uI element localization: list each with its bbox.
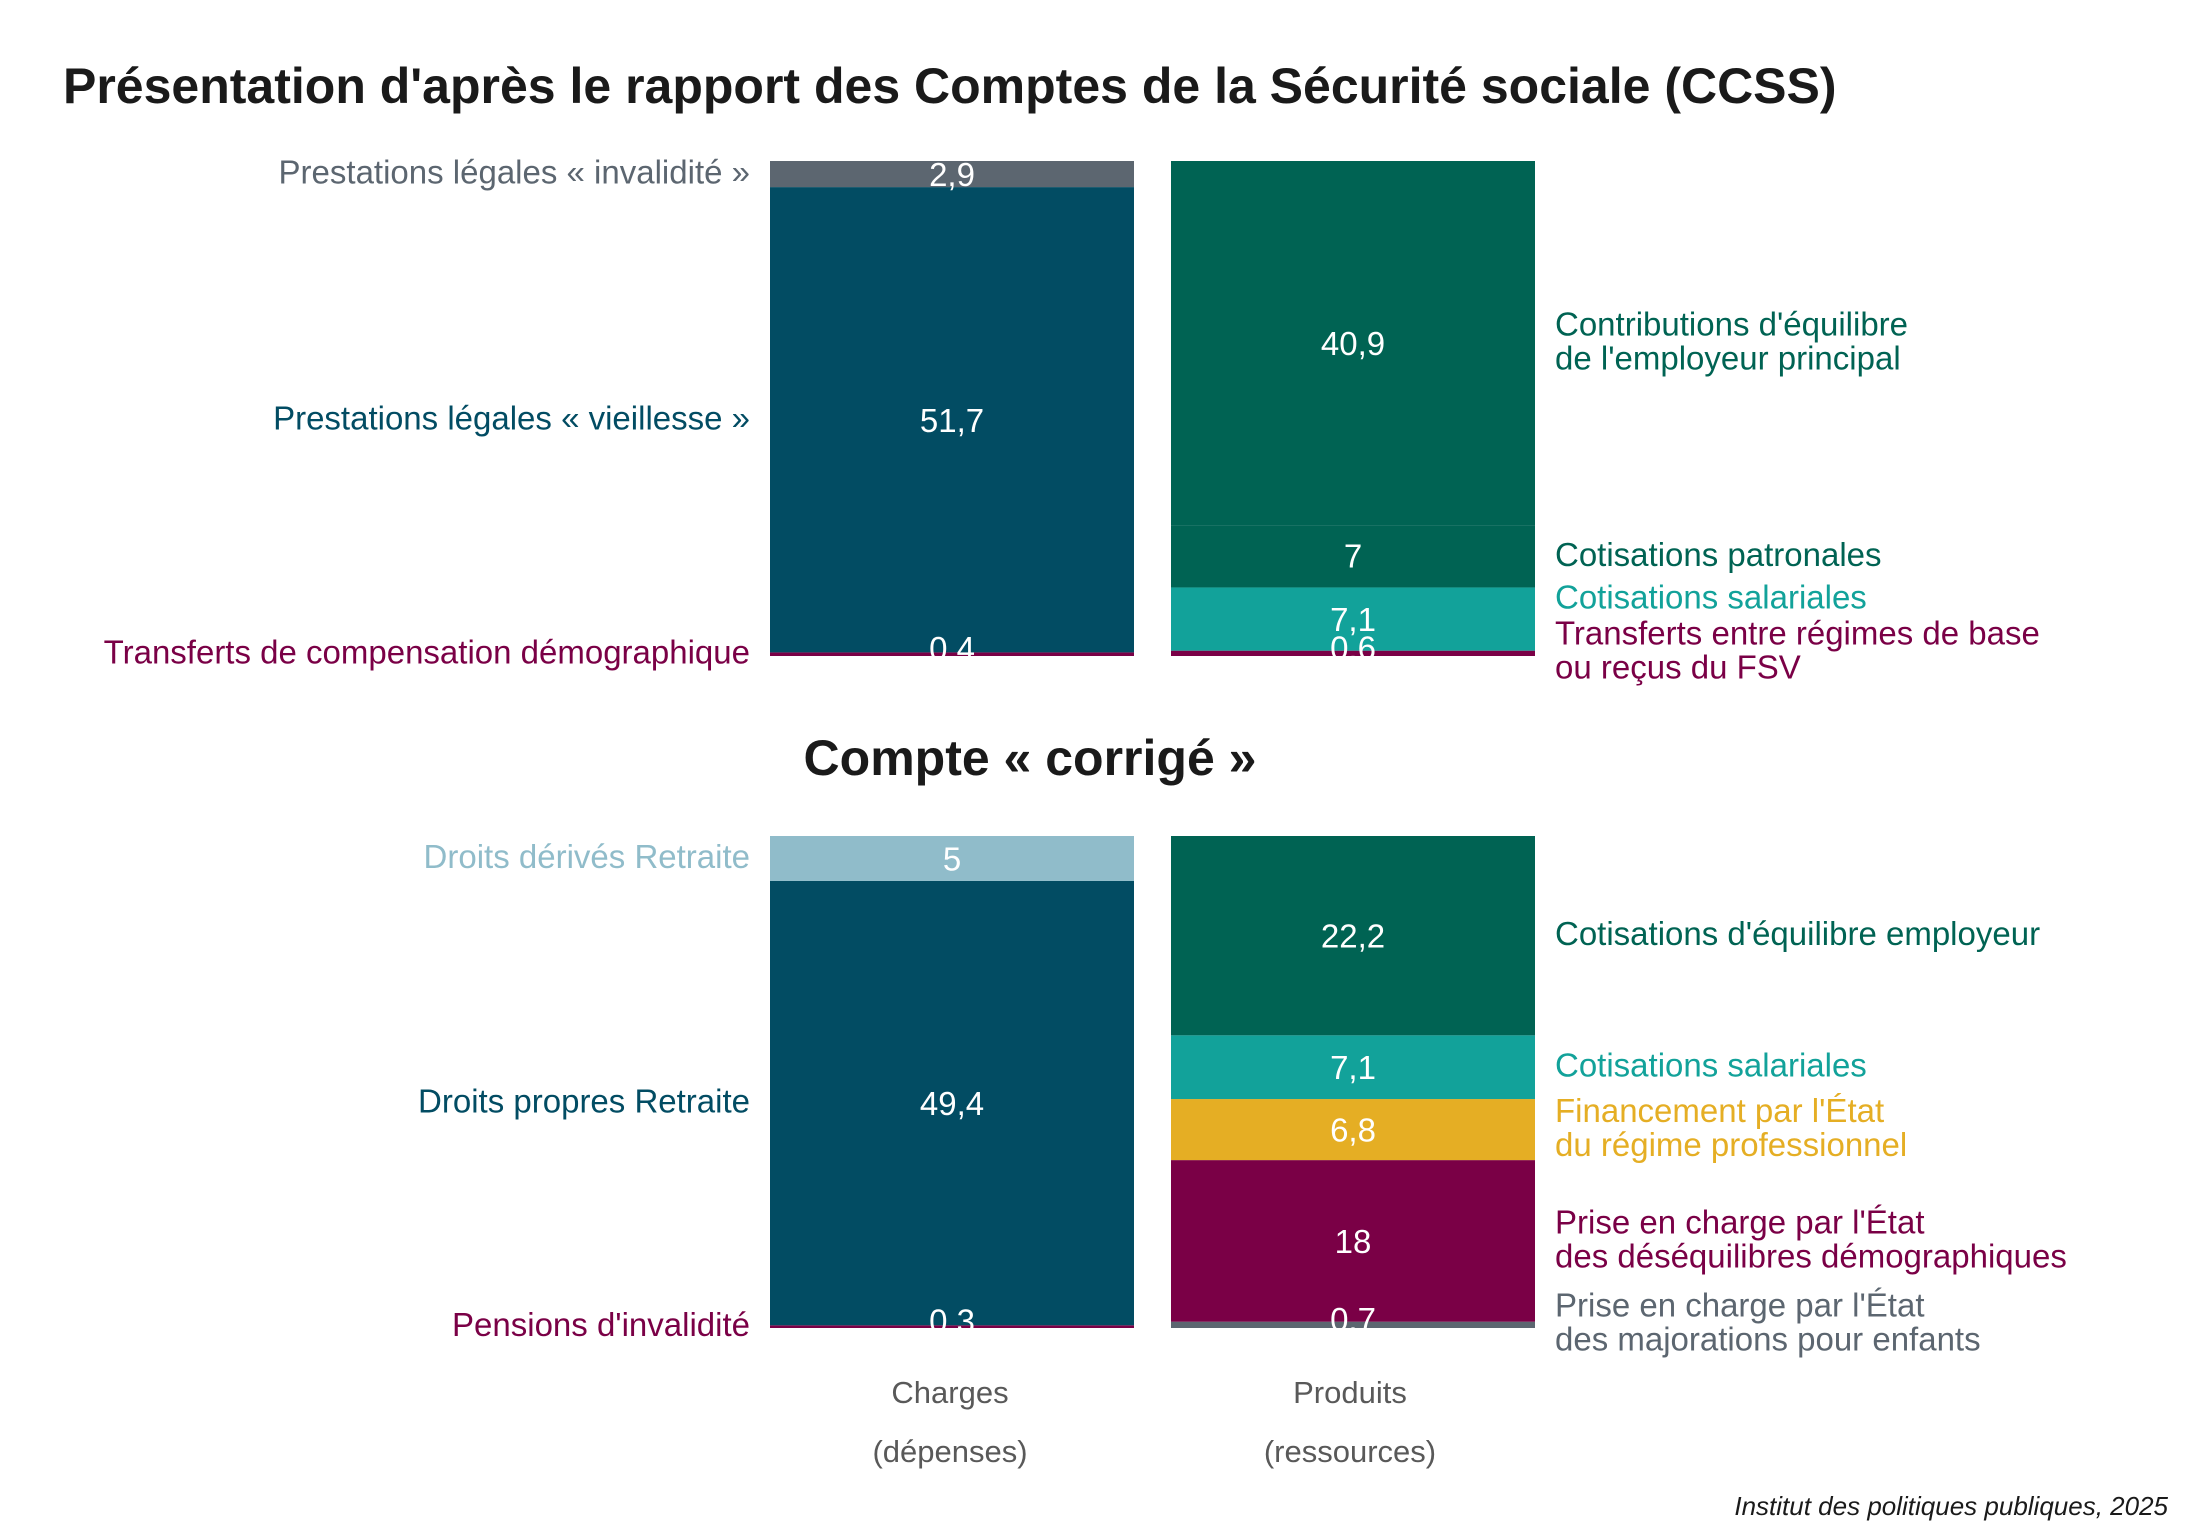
bar-segment-produits-2 [1171, 1099, 1535, 1161]
segment-name-produits-0-line0: Transferts entre régimes de base [1555, 615, 2040, 652]
bar-segment-charges-1 [770, 187, 1134, 653]
axis-label-charges-sub: (dépenses) [872, 1434, 1027, 1469]
value-label-charges-1: 51,7 [920, 402, 984, 439]
bar-segment-produits-3 [1171, 1035, 1535, 1100]
segment-name-produits-3-line0: Contributions d'équilibre [1555, 306, 1908, 343]
segment-name-produits-1-line0: Prise en charge par l'État [1555, 1203, 1925, 1240]
bar-segment-charges-0 [770, 652, 1134, 656]
segment-name-produits-1-line1: des déséquilibres démographiques [1555, 1237, 2067, 1274]
value-label-produits-1: 7,1 [1330, 601, 1376, 638]
bar-segment-produits-0 [1171, 1321, 1535, 1328]
segment-name-produits-3-line0: Cotisations salariales [1555, 1047, 1867, 1084]
segment-name-produits-2-line0: Cotisations patronales [1555, 536, 1882, 573]
bar-segment-charges-2 [770, 836, 1134, 881]
source-credit: Institut des politiques publiques, 2025 [1734, 1491, 2168, 1521]
value-label-produits-2: 6,8 [1330, 1112, 1376, 1149]
bar-segment-produits-4 [1171, 836, 1535, 1036]
segment-name-produits-0-line1: des majorations pour enfants [1555, 1321, 1981, 1358]
value-label-charges-0: 0,4 [929, 630, 975, 667]
segment-name-charges-0-line0: Pensions d'invalidité [452, 1306, 750, 1343]
segment-name-produits-4-line0: Cotisations d'équilibre employeur [1555, 915, 2040, 952]
value-label-charges-1: 49,4 [920, 1085, 984, 1122]
segment-name-produits-0-line1: ou reçus du FSV [1555, 649, 1801, 686]
bar-segment-produits-1 [1171, 587, 1535, 651]
axis-label-charges: Charges [891, 1375, 1008, 1410]
panel1-bars: 0,4 51,7 2,9 Transferts de compensation dém… [104, 154, 2040, 686]
bar-segment-charges-2 [770, 161, 1134, 188]
segment-name-charges-1-line0: Droits propres Retraite [418, 1083, 750, 1120]
value-label-produits-3: 7,1 [1330, 1049, 1376, 1086]
value-label-produits-3: 40,9 [1321, 325, 1385, 362]
axis-label-produits: Produits [1293, 1375, 1407, 1410]
value-label-charges-0: 0,3 [929, 1303, 975, 1340]
value-label-produits-4: 22,2 [1321, 918, 1385, 955]
bar-segment-produits-1 [1171, 1160, 1535, 1322]
value-label-produits-0: 0,6 [1330, 629, 1376, 666]
panel1-title: Présentation d'après le rapport des Comp… [63, 58, 1837, 114]
axis-label-produits-sub: (ressources) [1264, 1434, 1436, 1469]
segment-name-charges-1-line0: Prestations légales « vieillesse » [273, 399, 750, 436]
segment-name-produits-2-line0: Financement par l'État [1555, 1092, 1884, 1129]
segment-name-charges-2-line0: Droits dérivés Retraite [424, 838, 750, 875]
segment-name-charges-2-line0: Prestations légales « invalidité » [279, 154, 750, 191]
bar-segment-produits-2 [1171, 525, 1535, 588]
segment-name-produits-3-line1: de l'employeur principal [1555, 340, 1901, 377]
bar-segment-produits-0 [1171, 650, 1535, 656]
segment-name-produits-1-line0: Cotisations salariales [1555, 579, 1867, 616]
bar-segment-charges-0 [770, 1325, 1134, 1328]
value-label-produits-2: 7 [1344, 537, 1362, 574]
bar-segment-produits-3 [1171, 161, 1535, 526]
segment-name-charges-0-line0: Transferts de compensation démographique [104, 634, 750, 671]
value-label-charges-2: 2,9 [929, 156, 975, 193]
bar-segment-charges-1 [770, 880, 1134, 1326]
value-label-produits-1: 18 [1335, 1223, 1372, 1260]
segment-name-produits-0-line0: Prise en charge par l'État [1555, 1287, 1925, 1324]
value-label-charges-2: 5 [943, 840, 961, 877]
segment-name-produits-2-line1: du régime professionnel [1555, 1126, 1907, 1163]
panel2-bars: 0,3 49,4 5 Pensions d'invalidité Droits prop… [418, 836, 2067, 1358]
panel2-title: Compte « corrigé » [804, 730, 1257, 786]
value-label-produits-0: 0,7 [1330, 1301, 1376, 1338]
